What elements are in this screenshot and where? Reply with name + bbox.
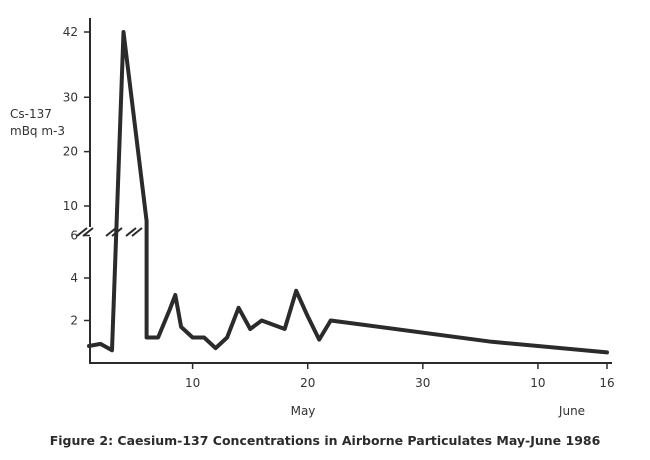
- chart-axes: [89, 18, 612, 364]
- y-tick-label: 6: [70, 229, 78, 243]
- x-tick-label: 20: [300, 376, 315, 390]
- x-month-label-june: June: [558, 404, 585, 418]
- y-tick-label: 20: [63, 145, 78, 159]
- axis-break-mark: [125, 227, 143, 237]
- axis-break-mark: [105, 227, 123, 237]
- y-tick-label: 2: [70, 314, 78, 328]
- y-tick-label: 10: [63, 199, 78, 213]
- y-tick-label: 42: [63, 25, 78, 39]
- x-tick-label: 30: [415, 376, 430, 390]
- x-axis-ticks: 10 20 30 10 16: [185, 363, 615, 390]
- y-tick-label: 4: [70, 271, 78, 285]
- axis-break-mark: [76, 227, 94, 237]
- y-axis-ticks: 2 4 6 10 20 30 42: [63, 25, 90, 328]
- series-layer: [87, 30, 609, 355]
- series-line: [87, 30, 609, 355]
- x-tick-label: 10: [185, 376, 200, 390]
- chart-title: Figure 2: Caesium-137 Concentrations in …: [50, 433, 601, 448]
- y-axis-label-line1: Cs-137: [10, 107, 52, 121]
- x-tick-label: 16: [599, 376, 614, 390]
- y-tick-label: 30: [63, 90, 78, 104]
- y-axis-label-line2: mBq m-3: [10, 124, 65, 138]
- x-month-label-may: May: [291, 404, 316, 418]
- x-tick-label: 10: [530, 376, 545, 390]
